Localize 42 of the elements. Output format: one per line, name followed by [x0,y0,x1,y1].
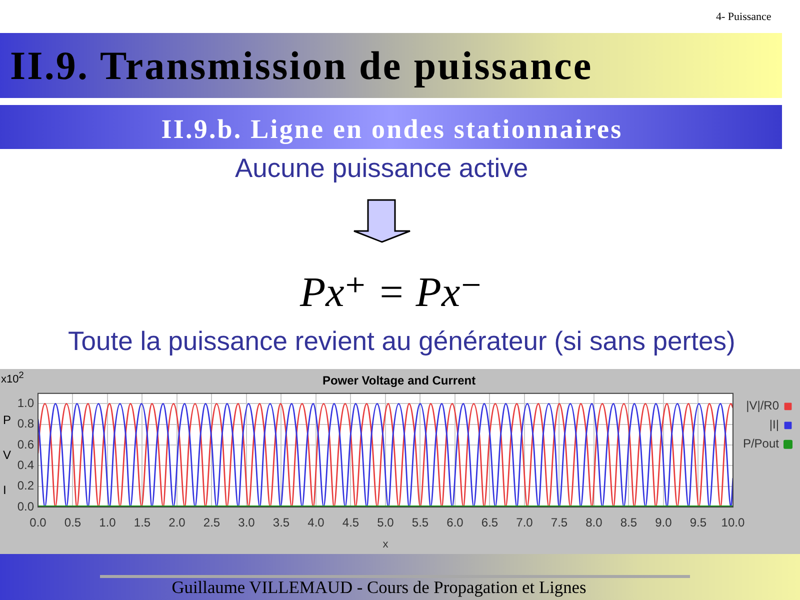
text: Guillaume VILLEMAUD - Cours de Propagation et Lignes [172,577,586,597]
x-tick-label: 5.0 [377,516,394,530]
text: II.9. Transmission de puissance [10,43,593,88]
text: Toute la puissance revient au générateur (si sans pertes) [68,326,736,356]
y-tick-label: 0.6 [17,437,34,452]
line-series [38,403,733,507]
x-tick-label: 9.5 [690,516,707,530]
x-tick-label: 8.0 [586,516,603,530]
chart-title: Power Voltage and Current [322,374,476,388]
x-tick-label: 6.5 [481,516,498,530]
x-tick-label: 6.0 [446,516,464,530]
y-tick-label: 0.2 [17,478,34,493]
x-tick-label: 2.0 [168,516,186,530]
x-tick-label: 3.0 [238,516,256,530]
x-tick-label: 5.5 [412,516,429,530]
text: Aucune puissance active [235,153,528,183]
x-tick-label: 0.5 [64,516,82,530]
legend-label: |V|/R0 [746,398,780,413]
x-tick-label: 4.5 [342,516,360,530]
x-tick-label: 0.0 [30,516,47,530]
x-tick-label: 4.0 [308,516,325,530]
x-tick-label: 3.5 [272,516,290,530]
legend-label: P/Pout [742,436,780,451]
x-tick-label: 9.0 [655,516,672,530]
text: 4- Puissance [716,11,772,23]
x-tick-label: 1.0 [99,516,116,530]
x-tick-label: 2.5 [203,516,220,530]
x-tick-label: 1.5 [134,516,151,530]
x-tick-label: 7.5 [550,516,568,530]
x-tick-label: 10.0 [721,516,745,530]
y-tick-label: 0.0 [17,499,34,514]
text: Px⁺ = Px⁻ [300,270,482,316]
y-tick-label: 1.0 [17,396,34,410]
text: P V I [3,413,12,497]
y-tick-label: 0.4 [17,458,34,472]
x-axis-title: x [382,538,389,550]
text: x10$^{2}$ [1,370,24,386]
legend-label: |I| [769,418,779,432]
x-tick-label: 8.5 [620,516,638,530]
x-tick-label: 7.0 [516,516,534,530]
text: II.9.b. Ligne en ondes stationnaires [161,114,623,144]
y-tick-label: 0.8 [17,416,34,431]
